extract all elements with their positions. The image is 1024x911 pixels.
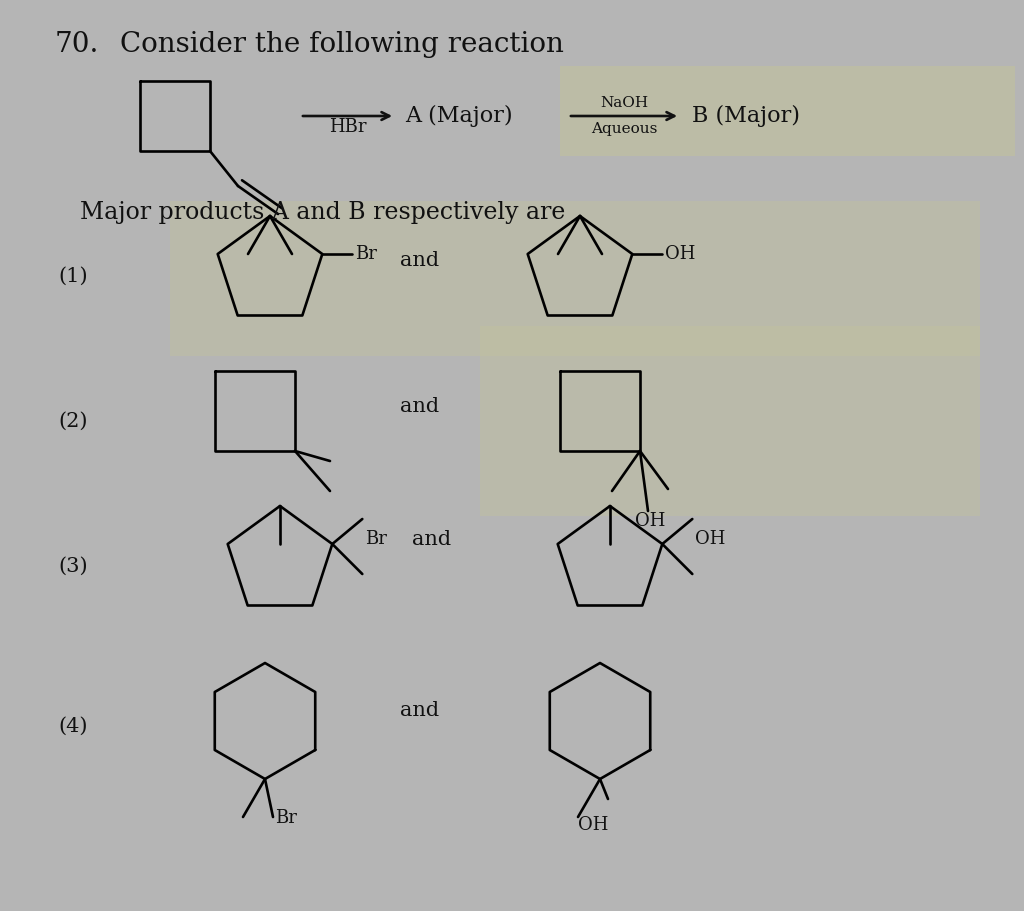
Text: (2): (2) [58,412,87,431]
Text: Br: Br [355,245,377,263]
Text: OH: OH [695,530,726,548]
Text: HBr: HBr [329,118,367,136]
Text: A (Major): A (Major) [406,105,513,127]
Text: Aqueous: Aqueous [591,122,657,136]
Text: Br: Br [366,530,387,548]
Text: (1): (1) [58,267,88,285]
Text: B (Major): B (Major) [692,105,800,127]
Text: and: and [400,251,439,271]
Text: Consider the following reaction: Consider the following reaction [120,31,564,58]
Text: Major products A and B respectively are: Major products A and B respectively are [80,201,565,224]
Text: (3): (3) [58,557,88,576]
Bar [170,201,980,356]
Text: NaOH: NaOH [600,96,648,110]
Text: and: and [400,396,439,415]
Text: OH: OH [635,512,666,530]
Text: OH: OH [666,245,695,263]
Text: OH: OH [578,816,608,834]
Text: and: and [413,529,452,548]
Text: Br: Br [275,809,297,827]
Text: 70.: 70. [55,31,99,58]
Bar [480,326,980,516]
Bar [560,66,1015,156]
Text: and: and [400,701,439,721]
Text: (4): (4) [58,716,87,735]
